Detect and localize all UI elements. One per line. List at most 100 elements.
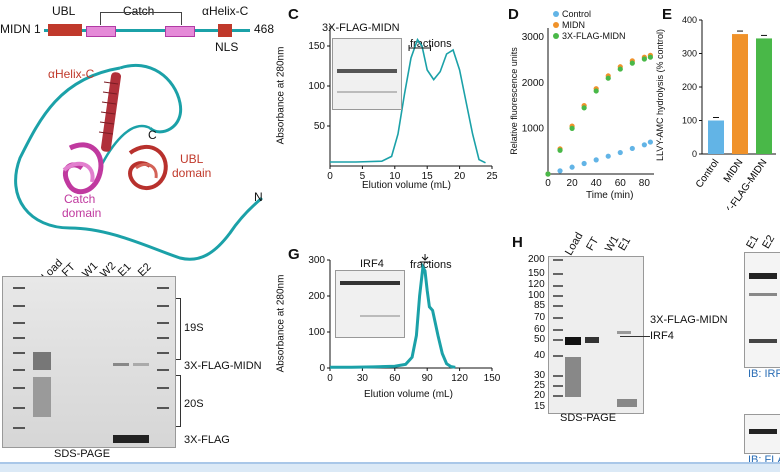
x-tick-label: 20 — [567, 178, 579, 189]
marker-60: 60 — [534, 324, 546, 335]
caption-bar — [0, 462, 780, 472]
band-20s: 20S — [184, 398, 204, 410]
bracket-19s — [176, 298, 181, 360]
domain-end: 468 — [254, 22, 275, 36]
point-2 — [545, 171, 551, 177]
panel-g-xlabel: Elution volume (mL) — [364, 389, 453, 400]
panel-g-inset — [335, 270, 405, 338]
panel-c-label: C — [288, 6, 299, 23]
h-right-lane-e1: E1 — [744, 233, 762, 251]
ubl-domain-label-1: UBL — [180, 152, 204, 166]
x-tick-label: 5 — [360, 171, 366, 182]
domain-start: 1 — [34, 22, 41, 36]
marker-70: 70 — [534, 312, 546, 323]
ahelix-box — [218, 24, 232, 37]
midn-label: MIDN — [0, 22, 31, 36]
y-tick-label: 300 — [682, 49, 697, 59]
legend-label: MIDN — [562, 20, 585, 30]
h-band-pointer — [620, 336, 650, 337]
ib-flag-blot — [744, 414, 780, 454]
catch-domain-label-2: domain — [62, 206, 102, 220]
point-0 — [569, 164, 575, 170]
gel-b-panel: Load FT W1 W2 E1 E2 19S 3X-FLAG-MIDN — [0, 250, 282, 462]
ubl-domain-shape — [128, 145, 168, 190]
y-tick-label: 100 — [682, 116, 697, 126]
panel-c-fractions: fractions — [410, 38, 452, 50]
nls-label: NLS — [215, 40, 239, 54]
panel-h-label: H — [512, 234, 523, 251]
x-tick-label: 0 — [545, 178, 551, 189]
h-band-irf4: IRF4 — [650, 330, 674, 342]
band-3xflag-midn: 3X-FLAG-MIDN — [184, 360, 262, 372]
marker-150: 150 — [528, 268, 545, 279]
panel-d-label: D — [508, 6, 519, 23]
bar-0 — [708, 120, 724, 154]
y-tick-label: 1000 — [522, 123, 545, 134]
point-2 — [557, 147, 563, 153]
legend-marker — [553, 33, 559, 39]
panel-e-ylabel: LLVY-AMC hydrolysis (% control) — [655, 28, 666, 162]
ib-irf-blot — [744, 252, 780, 368]
point-0 — [593, 157, 599, 163]
legend-marker — [553, 22, 559, 28]
panel-g-label: G — [288, 246, 300, 263]
marker-30: 30 — [534, 370, 546, 381]
ubl-box — [48, 24, 82, 36]
category-label: MIDN — [722, 157, 746, 184]
h-lane-ft: FT — [584, 235, 602, 253]
marker-50: 50 — [534, 334, 546, 345]
panel-c-ylabel: Absorbance at 280nm — [275, 46, 287, 145]
marker-15: 15 — [534, 401, 546, 412]
point-0 — [647, 139, 653, 145]
panel-h-bands — [553, 259, 637, 407]
structure-ahelix-label: αHelix-C — [48, 67, 95, 81]
point-2 — [641, 56, 647, 62]
series-line-0 — [330, 37, 486, 164]
h-band-flag: 3X-FLAG-MIDN — [650, 314, 728, 326]
y-tick-label: 150 — [308, 41, 325, 52]
point-2 — [647, 54, 653, 60]
x-tick-label: 40 — [591, 178, 603, 189]
chart-c: 0 5 10 15 20 25 50 100 150 — [308, 26, 498, 182]
legend-marker — [553, 11, 559, 17]
y-tick-label: 100 — [308, 81, 325, 92]
gel-b-image — [2, 276, 176, 448]
ib-irf-label: IB: IRF — [748, 368, 780, 380]
x-tick-label: 0 — [327, 171, 333, 182]
chart-d: 0 20 40 60 80 1000 2000 3000 ControlMIDN3X-FLAG-… — [522, 9, 654, 189]
point-0 — [629, 145, 635, 152]
marker-120: 120 — [528, 279, 545, 290]
band-3xflag: 3X-FLAG — [184, 434, 230, 446]
panel-h-caption: SDS-PAGE — [560, 412, 617, 424]
marker-100: 100 — [528, 290, 545, 301]
point-0 — [617, 149, 623, 156]
y-tick-label: 3000 — [522, 32, 545, 43]
series-line-0 — [330, 262, 456, 369]
ubl-domain-label-2: domain — [172, 166, 212, 180]
point-2 — [629, 60, 635, 66]
panel-g-inset-title: IRF4 — [360, 258, 384, 270]
point-2 — [569, 125, 575, 131]
domain-backbone — [44, 29, 250, 32]
catch-box-2 — [165, 26, 195, 37]
panel-c-inset — [332, 38, 402, 110]
catch-label: Catch — [123, 4, 155, 18]
category-label: Control — [694, 157, 722, 190]
chart-g: 0 30 60 90 120 150 0 100 200 300 — [308, 254, 500, 384]
x-tick-label: 80 — [639, 178, 651, 189]
panel-c-inset-title: 3X-FLAG-MIDN — [322, 22, 400, 34]
x-tick-label: 25 — [486, 171, 498, 182]
marker-85: 85 — [534, 300, 546, 311]
structure-n-term: N — [254, 190, 263, 204]
point-2 — [605, 75, 611, 81]
panel-e-label: E — [662, 6, 673, 23]
point-2 — [593, 88, 599, 94]
point-0 — [581, 160, 587, 167]
band-19s: 19S — [184, 322, 204, 334]
ahelix-label: αHelix-C — [202, 4, 249, 18]
panel-g-ylabel: Absorbance at 280nm — [275, 274, 287, 373]
y-tick-label: 200 — [308, 291, 325, 302]
y-tick-label: 0 — [692, 149, 697, 159]
y-tick-label: 50 — [314, 121, 326, 132]
y-tick-label: 2000 — [522, 78, 545, 89]
